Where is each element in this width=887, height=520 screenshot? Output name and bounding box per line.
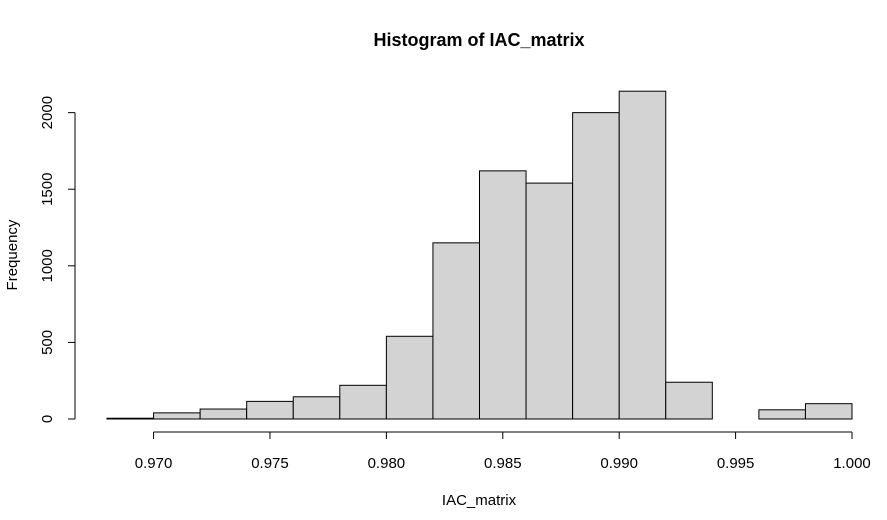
histogram-bar-7 [432, 242, 480, 420]
histogram-bar-12 [665, 381, 713, 420]
x-tick-label: 0.975 [251, 455, 289, 472]
x-axis-label: IAC_matrix [442, 492, 517, 509]
histogram-bar-11 [618, 90, 667, 420]
histogram-bar-0 [106, 417, 155, 420]
y-tick-label: 1500 [39, 173, 56, 206]
x-axis: 0.970 0.975 0.980 0.985 0.990 0.995 1.000 [135, 431, 871, 472]
y-axis: 0 500 1000 1500 2000 [39, 96, 76, 423]
histogram-bar-2 [199, 408, 248, 420]
histogram-bars [106, 90, 853, 420]
y-tick-label: 0 [39, 415, 56, 423]
chart-title: Histogram of IAC_matrix [373, 30, 584, 50]
x-tick-label: 0.980 [368, 455, 406, 472]
histogram-bar-10 [572, 112, 620, 420]
x-tick-label: 1.000 [833, 455, 871, 472]
histogram-bar-5 [339, 384, 387, 420]
histogram-bar-4 [292, 396, 341, 420]
x-tick-label: 0.995 [717, 455, 755, 472]
x-tick-label: 0.970 [135, 455, 173, 472]
x-tick-label: 0.985 [484, 455, 522, 472]
y-tick-label: 1000 [39, 249, 56, 282]
y-tick-label: 2000 [39, 96, 56, 129]
histogram-bar-9 [525, 182, 574, 420]
histogram-bar-3 [246, 400, 294, 420]
histogram-bar-14 [758, 409, 806, 420]
y-tick-label: 500 [39, 330, 56, 355]
y-axis-label: Frequency [4, 219, 21, 290]
x-tick-label: 0.990 [600, 455, 638, 472]
histogram-bar-15 [804, 403, 853, 420]
histogram-bar-6 [385, 335, 434, 420]
histogram-bar-8 [479, 170, 527, 420]
histogram-bar-1 [153, 412, 201, 420]
